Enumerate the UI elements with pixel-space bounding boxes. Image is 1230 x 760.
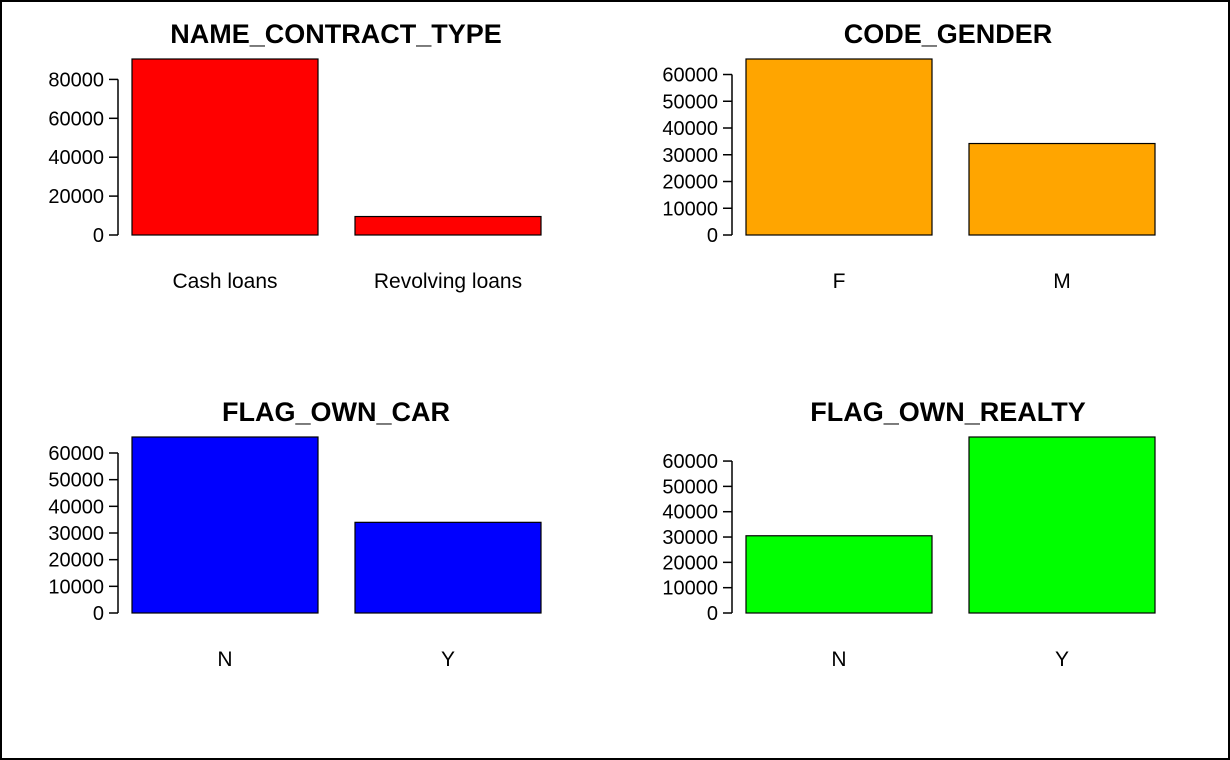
y-tick-label: 0 bbox=[93, 603, 104, 625]
y-tick-label: 40000 bbox=[662, 502, 718, 524]
chart-title: CODE_GENDER bbox=[844, 19, 1053, 49]
y-tick-label: 50000 bbox=[662, 476, 718, 498]
y-tick-label: 60000 bbox=[662, 451, 718, 473]
bar-y bbox=[968, 436, 1156, 614]
chart-title: NAME_CONTRACT_TYPE bbox=[170, 19, 502, 49]
x-category-label: Revolving loans bbox=[374, 270, 522, 293]
bar-y bbox=[354, 521, 542, 614]
y-tick-label: 10000 bbox=[662, 578, 718, 600]
y-tick-label: 30000 bbox=[48, 523, 104, 545]
chart-title: FLAG_OWN_CAR bbox=[222, 397, 450, 427]
y-tick-label: 30000 bbox=[662, 145, 718, 167]
x-category-label: M bbox=[1053, 270, 1071, 293]
y-tick-label: 10000 bbox=[48, 576, 104, 598]
y-tick-label: 60000 bbox=[662, 65, 718, 87]
y-tick-label: 0 bbox=[707, 225, 718, 247]
y-tick-label: 20000 bbox=[48, 550, 104, 572]
y-tick-label: 60000 bbox=[48, 443, 104, 465]
bar-f bbox=[745, 58, 933, 236]
x-category-label: N bbox=[831, 648, 846, 671]
y-tick-label: 50000 bbox=[662, 91, 718, 113]
chart-title: FLAG_OWN_REALTY bbox=[810, 397, 1086, 427]
y-tick-label: 10000 bbox=[662, 198, 718, 220]
y-tick-label: 0 bbox=[707, 603, 718, 625]
bar-m bbox=[968, 142, 1156, 236]
x-category-label: N bbox=[217, 648, 232, 671]
bar-revolving-loans bbox=[354, 215, 542, 236]
bar-cash-loans bbox=[131, 58, 319, 236]
x-category-label: Cash loans bbox=[172, 270, 277, 293]
y-tick-label: 80000 bbox=[48, 69, 104, 91]
y-tick-label: 0 bbox=[93, 225, 104, 247]
chart-panel-name-contract-type: NAME_CONTRACT_TYPE 0 20000 40000 60000 80000 C… bbox=[48, 19, 542, 293]
y-tick-label: 20000 bbox=[48, 186, 104, 208]
bar-n bbox=[131, 436, 319, 614]
y-tick-label: 40000 bbox=[662, 118, 718, 140]
y-tick-label: 20000 bbox=[662, 172, 718, 194]
chart-panel-flag-own-realty: FLAG_OWN_REALTY 0 10000 20000 30000 40000 5000… bbox=[662, 397, 1156, 671]
y-tick-label: 40000 bbox=[48, 147, 104, 169]
x-category-label: F bbox=[833, 270, 846, 293]
chart-panel-flag-own-car: FLAG_OWN_CAR 0 10000 20000 30000 40000 50000 60… bbox=[48, 397, 542, 671]
x-category-label: Y bbox=[1055, 648, 1069, 671]
y-tick-label: 60000 bbox=[48, 108, 104, 130]
y-tick-label: 40000 bbox=[48, 496, 104, 518]
y-tick-label: 30000 bbox=[662, 527, 718, 549]
bar-n bbox=[745, 535, 933, 614]
x-category-label: Y bbox=[441, 648, 455, 671]
chart-panel-code-gender: CODE_GENDER 0 10000 20000 30000 40000 50000 600… bbox=[662, 19, 1156, 293]
y-tick-label: 50000 bbox=[48, 470, 104, 492]
y-tick-label: 20000 bbox=[662, 552, 718, 574]
